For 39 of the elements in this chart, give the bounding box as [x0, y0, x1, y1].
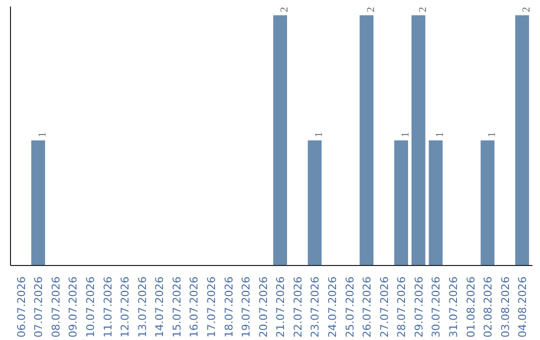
x-tick-label: 16.07.2026: [188, 276, 201, 338]
x-tick-label: 27.07.2026: [378, 276, 391, 338]
x-tick-label: 02.08.2026: [482, 276, 495, 338]
x-tick-label: 23.07.2026: [308, 276, 322, 338]
data-label: 2: [418, 6, 429, 12]
x-tick-label: 20.07.2026: [256, 276, 270, 338]
x-tick-label: 31.07.2026: [446, 276, 460, 338]
data-label: 1: [487, 132, 498, 138]
x-tick-label: 29.07.2026: [412, 276, 426, 338]
x-tick-label: 04.08.2026: [516, 276, 530, 338]
data-label: 1: [38, 132, 49, 138]
x-tick-label: 03.08.2026: [498, 276, 512, 338]
x-tick-label: 06.07.2026: [14, 276, 28, 338]
x-tick-label: 30.07.2026: [430, 276, 443, 338]
x-tick-label: 14.07.2026: [153, 276, 166, 338]
data-label: 1: [314, 132, 326, 138]
x-tick-label: 24.07.2026: [326, 276, 339, 338]
x-tick-label: 21.07.2026: [274, 276, 288, 338]
x-tick-label: 26.07.2026: [360, 276, 374, 338]
data-label: 2: [522, 6, 533, 12]
data-label: 2: [280, 6, 291, 12]
x-tick-label: 08.07.2026: [49, 276, 62, 338]
x-tick-label: 22.07.2026: [291, 276, 304, 338]
x-tick-label: 09.07.2026: [66, 276, 80, 338]
data-label: 2: [366, 6, 378, 12]
x-tick-label: 11.07.2026: [101, 276, 114, 338]
data-label: 1: [435, 132, 446, 138]
x-tick-label: 18.07.2026: [222, 276, 236, 338]
x-tick-label: 10.07.2026: [84, 276, 98, 338]
x-tick-label: 07.07.2026: [32, 276, 46, 338]
x-tick-label: 28.07.2026: [395, 276, 408, 338]
x-tick-label: 12.07.2026: [118, 276, 132, 338]
data-label: 1: [400, 132, 412, 138]
x-tick-label: 25.07.2026: [343, 276, 356, 338]
x-tick-label: 17.07.2026: [205, 276, 218, 338]
x-tick-label: 13.07.2026: [136, 276, 149, 338]
x-tick-label: 01.08.2026: [464, 276, 478, 338]
x-tick-label: 15.07.2026: [170, 276, 184, 338]
x-tick-label: 19.07.2026: [240, 276, 253, 338]
